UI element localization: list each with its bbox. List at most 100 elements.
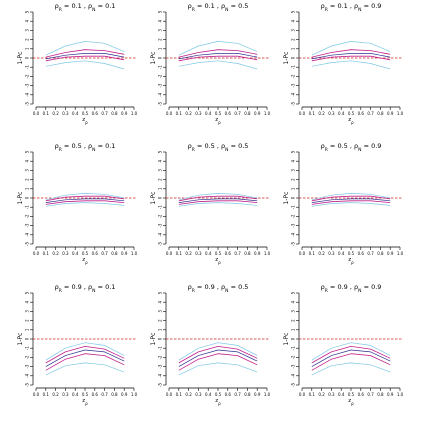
y-tick-label: -3 [158, 223, 163, 227]
x-axis-label: zρ [215, 398, 221, 406]
x-tick-label: 0.8 [111, 111, 118, 116]
y-tick-label: -2 [25, 355, 30, 359]
x-tick-label: 0.6 [225, 111, 232, 116]
y-tick-label: -3 [25, 223, 30, 227]
x-axis-label: zρ [348, 257, 354, 265]
y-tick-label: 4 [158, 300, 163, 303]
y-tick-label: -5 [291, 242, 296, 246]
x-tick-label: 0.6 [92, 111, 99, 116]
y-tick-label: 3 [291, 310, 296, 313]
y-axis-label: 1-Pc [17, 333, 24, 346]
y-tick-label: -2 [158, 74, 163, 78]
y-tick-label: 1 [25, 47, 30, 50]
panel-title: ρR = 0.9 , ρN = 0.1 [55, 283, 116, 294]
y-tick-label: -1 [158, 65, 163, 69]
x-tick-label: 0.3 [195, 111, 202, 116]
y-tick-label: 3 [158, 169, 163, 172]
x-tick-label: 0.7 [234, 111, 241, 116]
x-tick-label: 1.0 [264, 111, 271, 116]
inner-upper-line [311, 345, 391, 364]
x-tick-label: 0.0 [33, 392, 40, 397]
x-tick-label: 0.8 [111, 392, 118, 397]
inner-upper-line [311, 49, 391, 58]
y-tick-label: 3 [25, 29, 30, 32]
x-axis-label: zρ [348, 398, 354, 406]
y-tick-label: 0 [291, 56, 296, 59]
x-tick-label: 0.0 [33, 111, 40, 116]
chart-panel: ρR = 0.9 , ρN = 0.1 -5 -4 -3 -2 -1 0 1 2 3 4 5 1-Pc 0… [17, 283, 138, 406]
y-tick-label: -3 [291, 83, 296, 87]
panel-title: ρR = 0.9 , ρN = 0.9 [321, 283, 382, 294]
chart-panel: ρR = 0.9 , ρN = 0.9 -5 -4 -3 -2 -1 0 1 2 3 4 5 1-Pc 0… [283, 283, 404, 406]
x-tick-label: 0.4 [72, 392, 79, 397]
y-tick-label: -5 [25, 242, 30, 246]
x-tick-label: 0.5 [215, 111, 222, 116]
panel-title: ρR = 0.1 , ρN = 0.1 [55, 2, 116, 13]
y-tick-label: 1 [158, 47, 163, 50]
y-tick-label: -3 [158, 364, 163, 368]
x-tick-label: 0.4 [205, 251, 212, 256]
y-tick-label: 0 [291, 337, 296, 340]
x-tick-label: 1.0 [131, 392, 138, 397]
y-tick-label: 2 [291, 319, 296, 322]
outer-upper-line [45, 342, 125, 361]
y-tick-label: 5 [158, 10, 163, 13]
x-tick-label: 0.0 [166, 392, 173, 397]
x-tick-label: 0.6 [225, 392, 232, 397]
x-tick-label: 0.2 [52, 111, 59, 116]
outer-upper-line [45, 193, 125, 201]
outer-upper-line [311, 41, 391, 56]
y-tick-label: -2 [158, 214, 163, 218]
x-tick-label: 0.9 [121, 111, 128, 116]
x-tick-label: 0.6 [92, 251, 99, 256]
x-tick-label: 0.2 [185, 111, 192, 116]
y-tick-label: -5 [158, 102, 163, 106]
y-tick-label: 4 [291, 159, 296, 162]
y-tick-label: 5 [25, 150, 30, 153]
x-tick-label: 0.3 [328, 392, 335, 397]
y-axis-label: 1-Pc [283, 333, 290, 346]
x-tick-label: 0.1 [176, 111, 183, 116]
outer-lower-line [178, 202, 258, 207]
y-tick-label: -4 [25, 373, 30, 377]
x-tick-label: 0.1 [176, 392, 183, 397]
y-tick-label: -2 [25, 74, 30, 78]
inner-upper-line [178, 345, 258, 364]
x-tick-label: 0.0 [33, 251, 40, 256]
y-tick-label: 5 [158, 150, 163, 153]
x-tick-label: 0.8 [377, 251, 384, 256]
y-tick-label: 5 [25, 291, 30, 294]
inner-lower-line [45, 353, 125, 371]
y-tick-label: -1 [158, 346, 163, 350]
inner-lower-line [311, 200, 391, 205]
mid-line [311, 198, 391, 203]
x-tick-label: 0.0 [299, 392, 306, 397]
mid-line [45, 53, 125, 60]
y-tick-label: 2 [291, 38, 296, 41]
y-tick-label: -3 [291, 223, 296, 227]
y-tick-label: 2 [25, 319, 30, 322]
outer-lower-line [45, 362, 125, 376]
chart-panel: ρR = 0.1 , ρN = 0.5 -5 -4 -3 -2 -1 0 1 2 3 4 5 1-Pc 0… [150, 2, 271, 125]
outer-lower-line [178, 60, 258, 70]
y-tick-label: -3 [158, 83, 163, 87]
y-tick-label: -5 [291, 383, 296, 387]
x-tick-label: 0.0 [299, 111, 306, 116]
x-axis-label: zρ [82, 398, 88, 406]
x-tick-label: 0.0 [299, 251, 306, 256]
y-tick-label: -3 [25, 364, 30, 368]
y-axis-label: 1-Pc [17, 192, 24, 205]
y-tick-label: -1 [25, 205, 30, 209]
y-tick-label: 1 [25, 328, 30, 331]
y-tick-label: 2 [158, 38, 163, 41]
y-tick-label: -1 [291, 346, 296, 350]
y-axis-label: 1-Pc [150, 192, 157, 205]
x-tick-label: 0.2 [318, 251, 325, 256]
x-tick-label: 0.1 [309, 392, 316, 397]
mid-line [45, 349, 125, 367]
inner-lower-line [178, 353, 258, 371]
x-tick-label: 0.8 [111, 251, 118, 256]
panel-title: ρR = 0.9 , ρN = 0.5 [188, 283, 249, 294]
y-tick-label: 4 [25, 300, 30, 303]
inner-lower-line [311, 55, 391, 62]
